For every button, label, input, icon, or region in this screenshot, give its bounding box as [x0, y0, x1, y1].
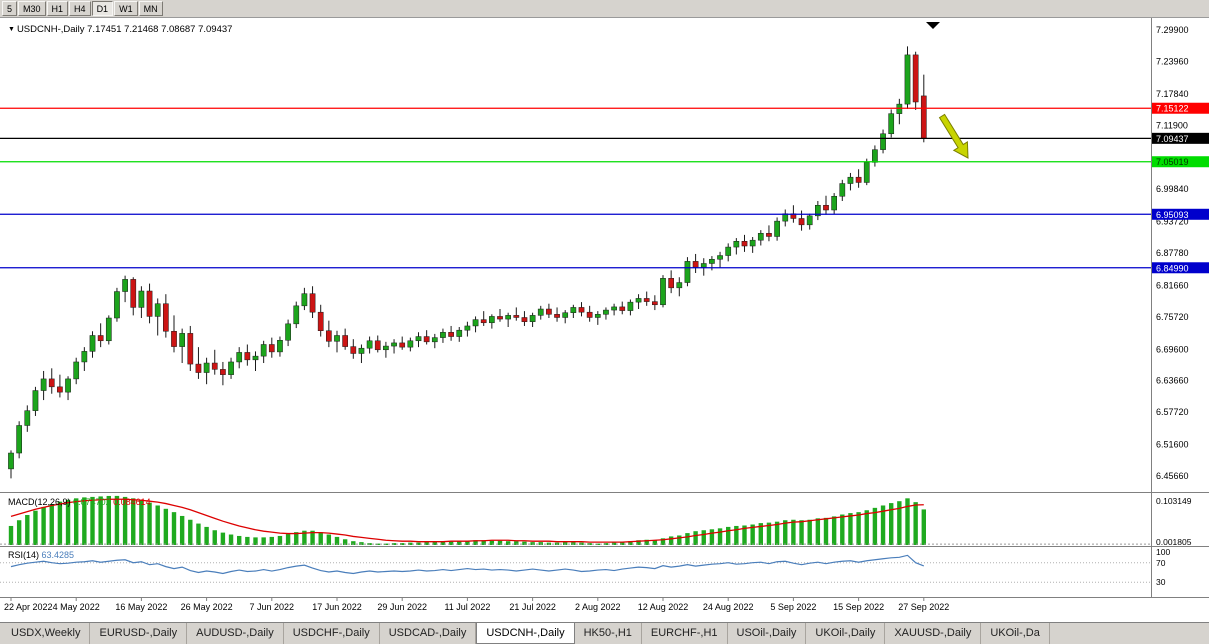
svg-text:0.103149: 0.103149	[1156, 496, 1192, 506]
tab-usoil-daily[interactable]: USOil-,Daily	[728, 623, 807, 644]
macd-signal-line	[10, 498, 924, 543]
chart-title: ▼ USDCNH-,Daily 7.17451 7.21468 7.08687 7…	[8, 24, 232, 35]
tab-hk50-h1[interactable]: HK50-,H1	[575, 623, 642, 644]
yellow-arrow-annotation[interactable]	[938, 113, 969, 159]
svg-text:6.81660: 6.81660	[1156, 280, 1189, 290]
svg-text:2 Aug 2022: 2 Aug 2022	[575, 602, 621, 612]
rsi-value: 63.4285	[41, 550, 75, 560]
svg-text:11 Jul 2022: 11 Jul 2022	[444, 602, 490, 612]
svg-text:6.63660: 6.63660	[1156, 376, 1189, 386]
price-tag	[1152, 132, 1209, 144]
svg-text:29 Jun 2022: 29 Jun 2022	[377, 602, 427, 612]
tab-xauusd-daily[interactable]: XAUUSD-,Daily	[885, 623, 982, 644]
timeframe-button-m30[interactable]: M30	[18, 1, 46, 16]
timeframe-button-5[interactable]: 5	[2, 1, 18, 16]
tab-eurchf-h1[interactable]: EURCHF-,H1	[642, 623, 728, 644]
date-axis: 22 Apr 2022 4 May 2022 16 May 2022 26 May 2…	[4, 598, 949, 612]
tab-ukoil-da[interactable]: UKOil-,Da	[981, 623, 1050, 644]
svg-text:6.87780: 6.87780	[1156, 248, 1189, 258]
svg-text:6.95093: 6.95093	[1156, 210, 1189, 220]
chart-symbol: USDCNH-,Daily	[16, 24, 85, 35]
svg-text:6.93720: 6.93720	[1156, 217, 1189, 227]
rsi-name: RSI(14)	[8, 550, 40, 560]
svg-text:7.17840: 7.17840	[1156, 89, 1189, 99]
price-axis: 7.29900 7.23960 7.17840 7.11900 6.99840 6.937…	[1156, 25, 1189, 481]
timeframe-button-h4[interactable]: H4	[69, 1, 91, 16]
svg-text:6.84990: 6.84990	[1156, 263, 1189, 273]
svg-text:7 Jun 2022: 7 Jun 2022	[250, 602, 295, 612]
timeframe-button-mn[interactable]: MN	[138, 1, 163, 16]
price-tag	[1152, 262, 1209, 274]
price-tag	[1152, 102, 1209, 114]
svg-text:6.69600: 6.69600	[1156, 344, 1189, 354]
chart-canvas[interactable]: 7.29900 7.23960 7.17840 7.11900 6.99840 6.937…	[0, 18, 1209, 622]
tab-usdcnh-daily[interactable]: USDCNH-,Daily	[476, 623, 575, 644]
svg-text:17 Jun 2022: 17 Jun 2022	[312, 602, 362, 612]
macd-value-main: 0.074702	[73, 497, 111, 507]
svg-text:7.11900: 7.11900	[1156, 120, 1188, 130]
svg-text:6.45660: 6.45660	[1156, 471, 1189, 481]
price-tag	[1152, 208, 1209, 220]
rsi-indicator-label: RSI(14) 63.4285	[8, 550, 74, 561]
candles	[8, 46, 927, 479]
svg-text:5 Sep 2022: 5 Sep 2022	[770, 602, 816, 612]
svg-text:6.99840: 6.99840	[1156, 184, 1189, 194]
svg-text:70: 70	[1156, 558, 1166, 568]
macd-indicator-label: MACD(12,26,9) 0.074702 0.084614	[8, 497, 151, 508]
timeframe-toolbar: 5 M30 H1 H4 D1 W1 MN	[0, 0, 1209, 18]
svg-text:22 Apr 2022: 22 Apr 2022	[4, 602, 53, 612]
svg-text:0.001805: 0.001805	[1156, 537, 1192, 547]
svg-text:24 Aug 2022: 24 Aug 2022	[703, 602, 754, 612]
svg-text:21 Jul 2022: 21 Jul 2022	[509, 602, 556, 612]
macd-pane: 0.103149 0.001805	[0, 495, 1192, 547]
svg-text:4 May 2022: 4 May 2022	[53, 602, 100, 612]
tab-usdcad-daily[interactable]: USDCAD-,Daily	[380, 623, 477, 644]
svg-text:7.29900: 7.29900	[1156, 25, 1189, 35]
svg-text:100: 100	[1156, 547, 1170, 557]
tab-usdchf-daily[interactable]: USDCHF-,Daily	[284, 623, 380, 644]
price-tag	[1152, 156, 1209, 168]
svg-text:7.05019: 7.05019	[1156, 157, 1189, 167]
timeframe-button-h1[interactable]: H1	[46, 1, 69, 16]
svg-text:26 May 2022: 26 May 2022	[181, 602, 233, 612]
macd-name: MACD(12,26,9)	[8, 497, 71, 507]
svg-text:7.15122: 7.15122	[1156, 104, 1189, 114]
tab-eurusd-daily[interactable]: EURUSD-,Daily	[90, 623, 188, 644]
chart-ohlc: 7.17451 7.21468 7.08687 7.09437	[87, 24, 233, 35]
tab-ukoil-daily[interactable]: UKOil-,Daily	[806, 623, 886, 644]
rsi-line	[10, 554, 925, 575]
price-tags: 7.15122 7.09437 7.05019 6.95093 6.84990	[1152, 102, 1209, 274]
timeframe-button-d1[interactable]: D1	[91, 1, 114, 16]
svg-text:30: 30	[1156, 577, 1166, 587]
svg-text:15 Sep 2022: 15 Sep 2022	[833, 602, 884, 612]
timeframe-button-w1[interactable]: W1	[114, 1, 138, 16]
svg-text:16 May 2022: 16 May 2022	[115, 602, 167, 612]
svg-text:6.57720: 6.57720	[1156, 407, 1189, 417]
black-down-triangle-marker[interactable]	[926, 22, 940, 29]
svg-text:7.09437: 7.09437	[1156, 134, 1189, 144]
svg-text:6.51600: 6.51600	[1156, 440, 1189, 450]
chart-dropdown-icon: ▼	[8, 26, 15, 33]
macd-value-signal: 0.084614	[113, 497, 151, 507]
symbol-tabbar: USDX,Weekly EURUSD-,Daily AUDUSD-,Daily USD…	[0, 622, 1209, 644]
svg-text:6.75720: 6.75720	[1156, 312, 1189, 322]
price-lines[interactable]	[0, 107, 1151, 269]
svg-text:27 Sep 2022: 27 Sep 2022	[898, 602, 949, 612]
tab-audusd-daily[interactable]: AUDUSD-,Daily	[187, 623, 284, 644]
svg-text:12 Aug 2022: 12 Aug 2022	[638, 602, 689, 612]
tab-usdx-weekly[interactable]: USDX,Weekly	[2, 623, 91, 644]
chart-window: 7.29900 7.23960 7.17840 7.11900 6.99840 6.937…	[0, 18, 1209, 622]
svg-text:7.23960: 7.23960	[1156, 56, 1189, 66]
